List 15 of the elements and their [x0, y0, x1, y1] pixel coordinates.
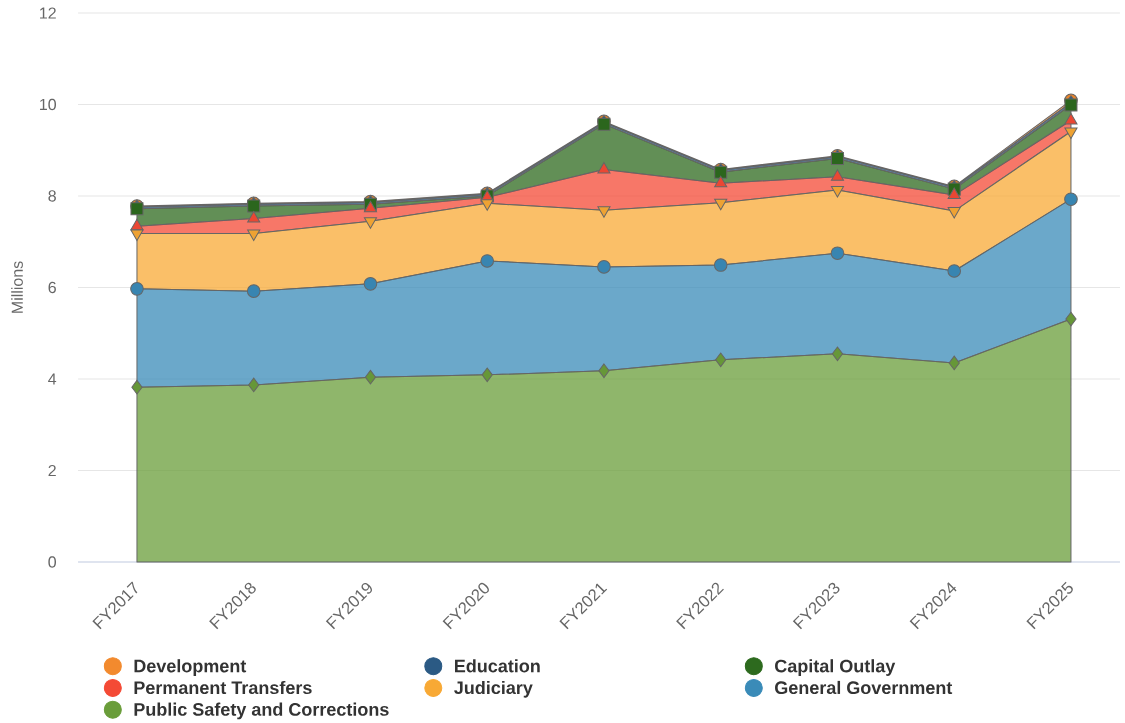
legend-label: Education [455, 659, 540, 673]
y-tick-label: 4 [48, 373, 57, 385]
legend-label: Public Safety and Corrections [134, 702, 389, 720]
y-tick-label: 6 [48, 281, 56, 294]
y-tick-label: 12 [40, 7, 56, 19]
y-tick-label: 0 [48, 556, 57, 568]
y-axis-title: Millions [11, 261, 23, 313]
legend-label: Development [134, 659, 247, 676]
y-tick-label: 2 [48, 464, 56, 477]
legend-label: Permanent Transfers [134, 680, 312, 695]
legend-label: Judiciary [454, 680, 533, 698]
y-tick-label: 10 [40, 98, 57, 111]
y-tick-label: 8 [48, 190, 56, 202]
legend-label: Capital Outlay [775, 659, 896, 676]
legend-label: General Government [775, 680, 953, 695]
